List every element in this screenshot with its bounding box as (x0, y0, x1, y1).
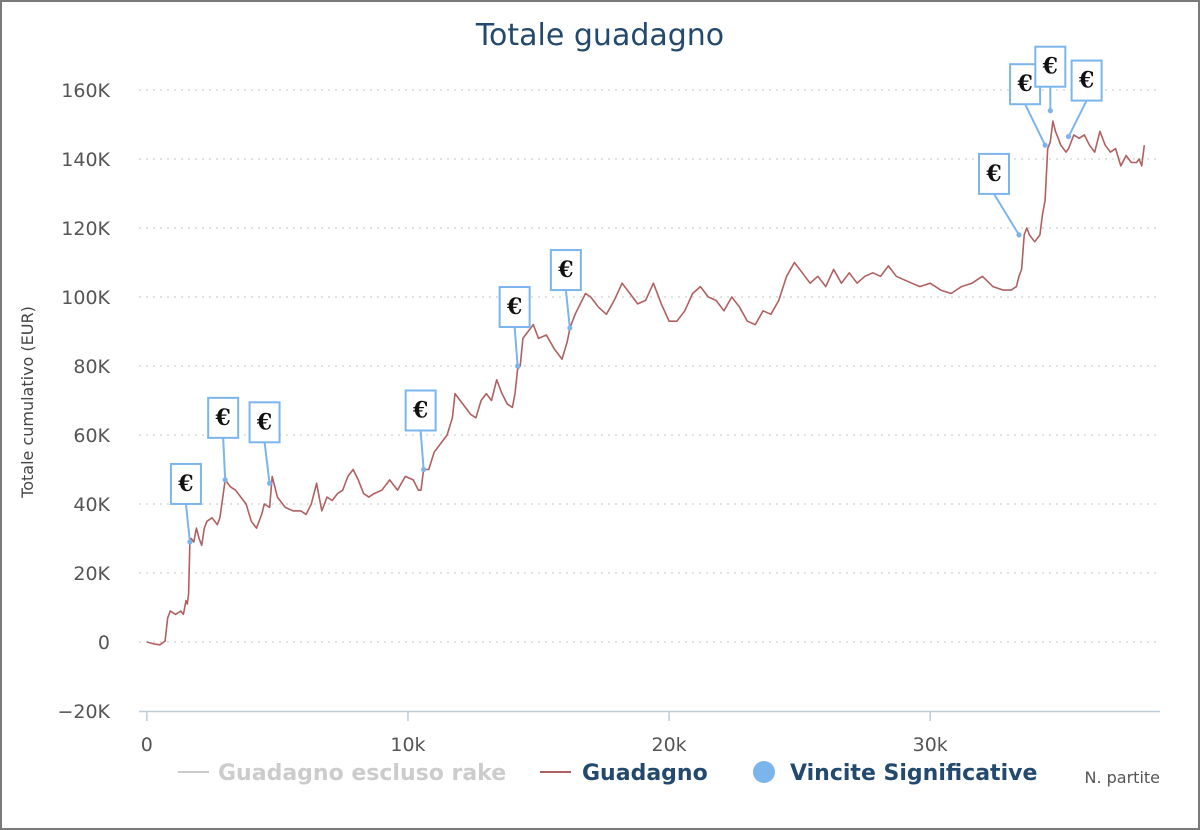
significant-win-flag[interactable]: € (977, 152, 1022, 238)
y-tick-label: 120K (61, 218, 110, 240)
y-tick-label: 80K (73, 356, 110, 378)
y-tick-label: −20K (57, 701, 110, 723)
y-tick-label: 60K (73, 425, 110, 447)
flag-label: € (1078, 68, 1094, 94)
x-axis: 0 10k 20k 30k (139, 710, 1160, 756)
x-axis-label: N. partite (1084, 768, 1160, 787)
flag-stem (222, 437, 227, 480)
series-layer (146, 120, 1146, 646)
flag-stem (564, 289, 571, 329)
flag-point (421, 466, 427, 473)
flag-point (567, 325, 573, 331)
flag-point (1047, 108, 1053, 114)
flag-stem (1067, 100, 1088, 138)
legend-item[interactable]: Guadagno escluso rake (178, 761, 506, 786)
flag-box (248, 401, 281, 444)
flag-box (977, 152, 1010, 195)
significant-win-flag[interactable]: € (404, 389, 437, 473)
significant-win-flag[interactable]: € (498, 286, 531, 369)
flag-box (1070, 59, 1103, 102)
y-tick-label: 160K (61, 80, 110, 102)
flag-label: € (256, 409, 272, 435)
flag-point (1066, 133, 1072, 140)
y-axis-ticks: −20K 0 20K 40K 60K 80K 100K 120K 140K 160K (57, 80, 110, 723)
significant-win-flag[interactable]: € (207, 396, 240, 483)
x-tick-label: 0 (141, 734, 153, 756)
significant-win-flag[interactable]: € (169, 462, 202, 545)
flag-label: € (215, 405, 231, 431)
flag-box (404, 389, 437, 432)
legend-item[interactable]: Guadagno (540, 761, 708, 786)
flag-stem (993, 193, 1020, 236)
flag-label: € (1016, 71, 1032, 97)
y-tick-label: 100K (61, 287, 110, 309)
flag-label: € (557, 257, 573, 283)
x-tick-label: 30k (913, 734, 948, 756)
significant-win-flag[interactable]: € (1066, 59, 1103, 140)
legend: Guadagno escluso rake Guadagno Vincite Sig… (178, 761, 1037, 786)
y-axis-label: Totale cumulativo (EUR) (18, 306, 37, 499)
significant-wins-flags: € € € € € € € € € € (169, 45, 1103, 545)
flag-label: € (1042, 54, 1058, 80)
flag-box (169, 462, 202, 505)
flag-point (266, 480, 273, 486)
legend-symbol (753, 761, 775, 783)
flag-label: € (177, 471, 193, 497)
x-tick-label: 10k (390, 734, 425, 756)
flag-stem (263, 442, 271, 484)
x-tick-label: 20k (651, 734, 686, 756)
legend-label: Guadagno (582, 761, 708, 786)
flag-box (1034, 45, 1067, 88)
flag-stem (184, 503, 191, 543)
series-line-guadagno (146, 120, 1146, 646)
flag-label: € (985, 161, 1001, 187)
flag-point (1042, 142, 1048, 148)
flag-stem (513, 326, 519, 367)
y-tick-label: 40K (73, 494, 110, 516)
significant-win-flag[interactable]: € (248, 401, 281, 486)
flag-point (222, 477, 228, 483)
significant-win-flag[interactable]: € (549, 249, 582, 331)
y-tick-label: 140K (61, 149, 110, 171)
y-tick-label: 0 (98, 632, 110, 654)
y-tick-label: 20K (73, 563, 110, 585)
flag-label: € (506, 294, 522, 320)
flag-point (515, 363, 521, 369)
chart-title: Totale guadagno (475, 18, 724, 53)
flag-box (207, 396, 240, 439)
legend-item[interactable]: Vincite Significative (753, 761, 1037, 786)
flag-box (498, 286, 531, 328)
flag-stem (1024, 103, 1047, 146)
flag-point (1016, 232, 1022, 238)
flag-label: € (412, 398, 428, 424)
significant-win-flag[interactable]: € (1034, 45, 1067, 114)
flag-box (549, 249, 582, 292)
legend-label: Guadagno escluso rake (218, 761, 506, 786)
flag-point (187, 539, 193, 545)
flag-stem (419, 430, 425, 470)
legend-label: Vincite Significative (790, 761, 1037, 786)
